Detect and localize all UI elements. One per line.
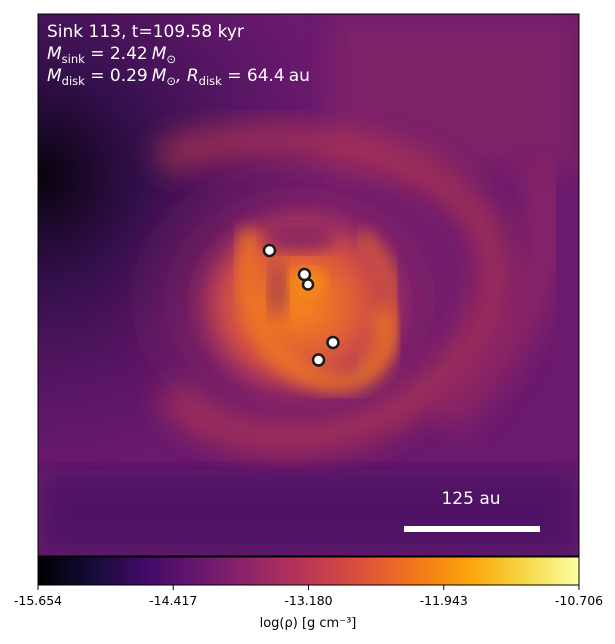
sink-5	[311, 353, 326, 367]
plot-frame	[37, 13, 580, 557]
scale-bar: 125 au	[404, 489, 540, 532]
annotation-line-1: Sink 113, t=109.58 kyr	[47, 22, 244, 42]
annotation-line-3: Mdisk = 0.29 M⊙, Rdisk = 64.4 au	[47, 66, 310, 88]
scale-bar-label: 125 au	[441, 489, 500, 509]
colorbar-tick-label-4: -10.706	[555, 593, 603, 608]
sink-1	[262, 243, 277, 258]
colorbar-ticks: -15.654 -14.417 -13.180 -11.943 -10.706	[14, 585, 603, 608]
colorbar-tick-label-1: -14.417	[149, 593, 197, 608]
colorbar-tick-label-3: -11.943	[420, 593, 468, 608]
colorbar-tick-label-2: -13.180	[284, 593, 332, 608]
annotation: Sink 113, t=109.58 kyr Msink = 2.42 M⊙ Md…	[47, 22, 310, 88]
scale-bar-line	[404, 526, 540, 532]
colorbar-gradient	[37, 556, 580, 586]
sink-3	[301, 278, 315, 291]
colorbar-tick-label-0: -15.654	[14, 593, 62, 608]
sink-4	[326, 335, 340, 350]
colorbar: -15.654 -14.417 -13.180 -11.943 -10.706 log(…	[14, 556, 603, 631]
annotation-line-2: Msink = 2.42 M⊙	[47, 44, 176, 66]
sink-markers	[262, 243, 340, 367]
colorbar-label: log(ρ) [g cm⁻³]	[260, 616, 357, 631]
